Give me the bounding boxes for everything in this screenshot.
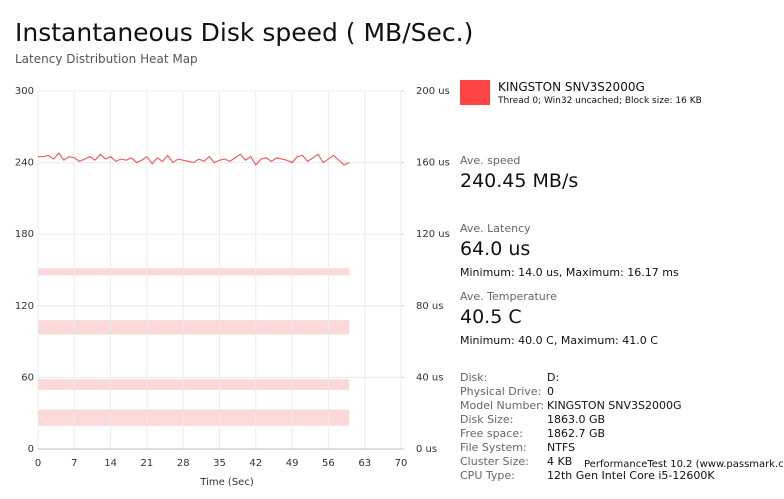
heatmap-band (38, 268, 350, 276)
stat-detail: Minimum: 14.0 us, Maximum: 16.17 ms (460, 266, 679, 279)
x-tick-label: 0 (35, 458, 41, 469)
stat-value: 240.45 MB/s (460, 170, 579, 192)
stat-label: Ave. Latency (460, 222, 531, 235)
detail-value: 1862.7 GB (547, 427, 606, 440)
y2-tick-label: 40 us (416, 372, 443, 383)
detail-label: CPU Type: (460, 469, 515, 482)
legend-label: KINGSTON SNV3S2000G (498, 80, 645, 94)
x-tick-label: 49 (286, 458, 299, 469)
detail-value: 4 KB (547, 455, 573, 468)
detail-label: Disk: (460, 371, 488, 384)
heatmap-band (38, 409, 350, 426)
x-tick-label: 70 (395, 458, 408, 469)
detail-label: Free space: (460, 427, 523, 440)
detail-value: 0 (547, 385, 554, 398)
x-tick-label: 56 (322, 458, 335, 469)
detail-label: Model Number: (460, 399, 545, 412)
detail-value: D: (547, 371, 560, 384)
x-tick-label: 63 (358, 458, 371, 469)
y-tick-label: 120 (15, 301, 34, 312)
x-tick-label: 7 (71, 458, 77, 469)
x-tick-label: 21 (141, 458, 154, 469)
y2-tick-label: 0 us (416, 444, 437, 455)
y2-tick-label: 80 us (416, 301, 443, 312)
detail-value: NTFS (547, 441, 576, 454)
stat-label: Ave. speed (460, 154, 521, 167)
heatmap-band (38, 379, 350, 390)
y2-tick-label: 120 us (416, 229, 450, 240)
x-tick-label: 14 (104, 458, 117, 469)
footer: PerformanceTest 10.2 (www.passmark.com) (584, 459, 784, 470)
chart-title: Instantaneous Disk speed ( MB/Sec.) (15, 18, 474, 47)
y-tick-label: 240 (15, 158, 34, 169)
stat-label: Ave. Temperature (460, 290, 557, 303)
x-tick-label: 42 (249, 458, 262, 469)
legend-swatch (460, 80, 490, 105)
chart-subtitle: Latency Distribution Heat Map (15, 52, 198, 66)
y-tick-label: 0 (28, 444, 34, 455)
legend-description: Thread 0; Win32 uncached; Block size: 16… (498, 96, 702, 106)
detail-value: 1863.0 GB (547, 413, 606, 426)
y-tick-label: 180 (15, 229, 34, 240)
y-tick-label: 60 (21, 372, 34, 383)
x-axis-label: Time (Sec) (199, 477, 254, 488)
detail-label: Disk Size: (460, 413, 514, 426)
y-tick-label: 300 (15, 86, 34, 97)
chart: Time (Sec) 0 60 120 180 240 300 0 us 40 us 80 us… (15, 86, 450, 488)
detail-label: Physical Drive: (460, 385, 542, 398)
line-series (38, 152, 350, 166)
x-tick-label: 35 (213, 458, 226, 469)
stat-value: 64.0 us (460, 238, 531, 260)
detail-label: File System: (460, 441, 527, 454)
detail-value: KINGSTON SNV3S2000G (547, 399, 682, 412)
y2-tick-label: 200 us (416, 86, 450, 97)
detail-value: 12th Gen Intel Core i5-12600K (547, 469, 715, 482)
x-tick-label: 28 (177, 458, 190, 469)
stat-value: 40.5 C (460, 306, 522, 328)
stat-detail: Minimum: 40.0 C, Maximum: 41.0 C (460, 334, 658, 347)
heatmap-band (38, 320, 350, 335)
y2-tick-label: 160 us (416, 158, 450, 169)
detail-label: Cluster Size: (460, 455, 529, 468)
